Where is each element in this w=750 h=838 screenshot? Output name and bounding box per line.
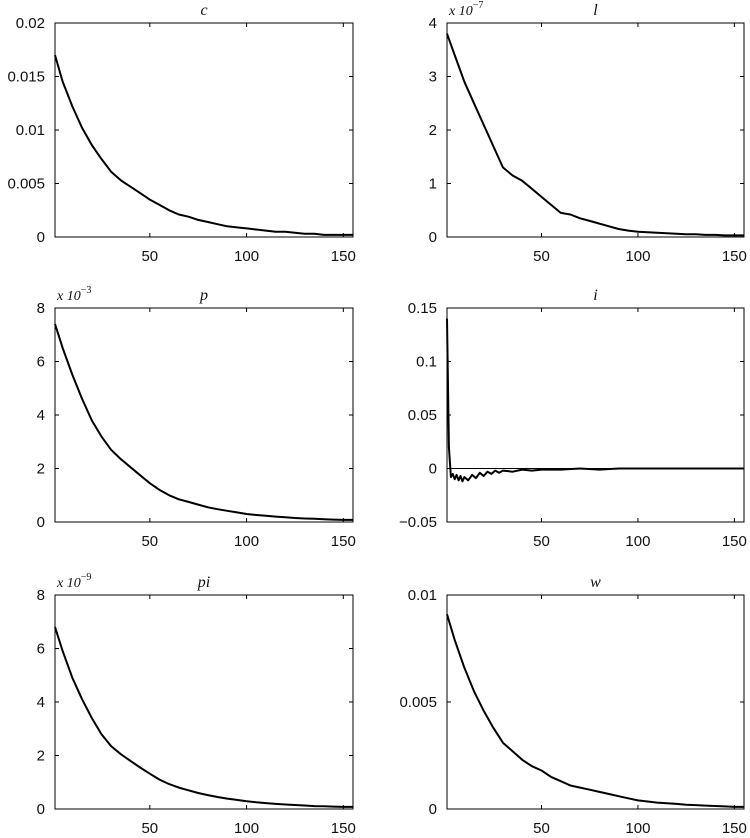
x-tick-label: 50	[533, 248, 550, 265]
y-tick-label: 0	[429, 461, 437, 478]
y-tick-label: 0.005	[7, 176, 45, 193]
axis-multiplier: x 10−3	[56, 285, 91, 304]
y-tick-label: 2	[429, 122, 437, 139]
x-tick-label: 150	[331, 820, 356, 837]
panel-i: i −0.05 0 0.05 0.1 0.15 50 100 150	[399, 287, 747, 550]
panel-c: c 0 0.005 0.01 0.015 0.02 50 100 150	[7, 2, 355, 265]
panel-p: p x 10−3 0 2 4 6 8 50 100 150	[37, 285, 356, 550]
y-tick-label: 0.1	[416, 354, 437, 371]
y-tick-label: 1	[429, 176, 437, 193]
y-tick-label: 6	[37, 354, 45, 371]
x-tick-label: 50	[533, 820, 550, 837]
y-tick-label: 2	[37, 461, 45, 478]
y-tick-label: 0.05	[408, 407, 437, 424]
y-tick-label: 4	[37, 407, 45, 424]
panel-pi: pi x 10−9 0 2 4 6 8 50 100 150	[37, 572, 356, 837]
y-tick-label: 0.02	[16, 15, 45, 32]
x-tick-label: 150	[331, 248, 356, 265]
panel-title: w	[590, 574, 601, 591]
x-tick-label: 100	[234, 533, 259, 550]
y-tick-label: 2	[37, 748, 45, 765]
series-line	[54, 626, 353, 808]
y-tick-label: 6	[37, 641, 45, 658]
y-tick-label: 0.005	[399, 694, 437, 711]
panel-title: c	[200, 2, 207, 19]
x-tick-label: 100	[234, 248, 259, 265]
x-tick-label: 150	[331, 533, 356, 550]
y-tick-label: 0	[37, 801, 45, 818]
y-tick-label: −0.05	[399, 514, 437, 531]
panel-l: l x 10−7 0 1 2 3 4 50 100 150	[429, 0, 747, 265]
x-tick-label: 100	[234, 820, 259, 837]
y-tick-label: 0.015	[7, 69, 45, 86]
x-tick-label: 100	[625, 248, 650, 265]
plot-frame	[54, 307, 354, 523]
y-tick-label: 4	[37, 694, 45, 711]
x-tick-label: 150	[722, 248, 747, 265]
axis-multiplier: x 10−9	[56, 572, 91, 591]
x-tick-label: 150	[722, 820, 747, 837]
x-tick-label: 100	[625, 533, 650, 550]
y-tick-label: 0	[37, 229, 45, 246]
series-line	[54, 323, 353, 521]
x-tick-label: 50	[141, 248, 158, 265]
series-line	[446, 614, 744, 808]
y-tick-label: 0.01	[16, 122, 45, 139]
x-tick-label: 150	[722, 533, 747, 550]
plot-frame	[54, 22, 354, 238]
series-line	[446, 33, 744, 237]
y-tick-label: 8	[37, 300, 45, 317]
y-tick-label: 0.01	[408, 587, 437, 604]
y-tick-label: 3	[429, 69, 437, 86]
plot-frame	[446, 22, 745, 238]
x-tick-label: 50	[141, 533, 158, 550]
plot-frame	[446, 594, 745, 810]
y-tick-label: 0	[429, 229, 437, 246]
panel-title: pi	[197, 574, 210, 591]
series-line	[54, 54, 353, 236]
panel-title: i	[593, 287, 597, 304]
series-line	[446, 318, 744, 483]
y-tick-label: 0	[429, 801, 437, 818]
y-tick-label: 0.15	[408, 300, 437, 317]
plot-frame	[446, 307, 745, 523]
y-tick-label: 0	[37, 514, 45, 531]
x-tick-label: 50	[141, 820, 158, 837]
axis-multiplier: x 10−7	[448, 0, 483, 19]
panel-title: p	[199, 287, 208, 304]
y-tick-label: 8	[37, 587, 45, 604]
plot-frame	[54, 594, 354, 810]
x-tick-label: 50	[533, 533, 550, 550]
panel-title: l	[593, 2, 598, 19]
y-tick-label: 4	[429, 15, 437, 32]
panel-w: w 0 0.005 0.01 50 100 150	[399, 574, 746, 837]
x-tick-label: 100	[625, 820, 650, 837]
